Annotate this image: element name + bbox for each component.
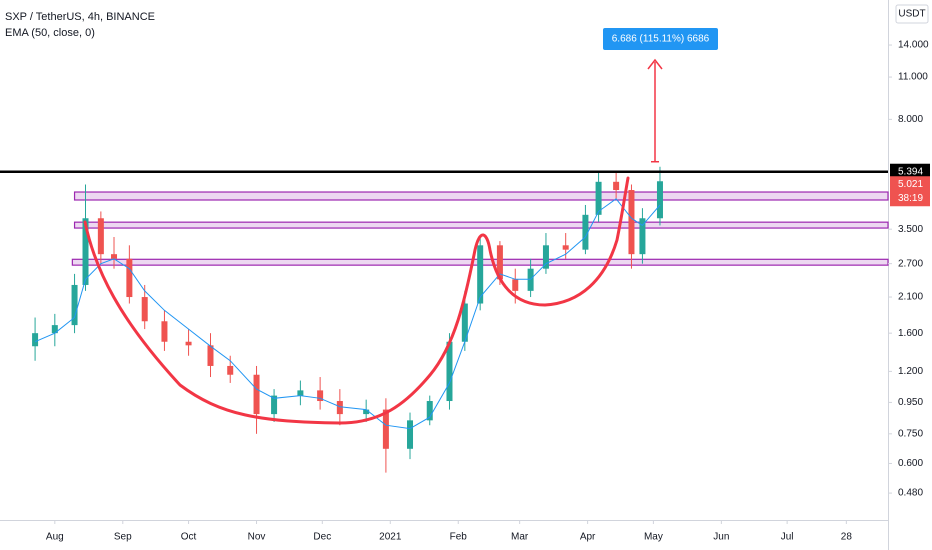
candle-body bbox=[317, 390, 324, 402]
target-arrow-head bbox=[647, 58, 663, 70]
x-tick-label: Jul bbox=[781, 532, 794, 543]
candle-body bbox=[141, 297, 148, 322]
candle-body bbox=[71, 284, 78, 326]
candle-body bbox=[407, 420, 414, 449]
y-tick-label: 0.600 bbox=[898, 458, 923, 469]
x-tick-label: Oct bbox=[181, 532, 197, 543]
target-label-box bbox=[603, 28, 718, 50]
target-label: 6.686 (115.11%) 6686 bbox=[612, 34, 710, 45]
axis-unit: USDT bbox=[898, 9, 925, 20]
y-tick-label: 0.480 bbox=[898, 488, 923, 499]
ema-line bbox=[34, 198, 661, 430]
indicator-legend: EMA (50, close, 0) bbox=[5, 27, 95, 39]
candles bbox=[32, 166, 663, 473]
candle-body bbox=[363, 409, 370, 415]
x-tick-label: May bbox=[644, 532, 663, 543]
overlay: 6.686 (115.11%) 6686 5.394 5.021 38:19 bbox=[0, 28, 930, 207]
candle-body bbox=[496, 245, 503, 280]
candle-body bbox=[336, 401, 343, 415]
x-tick-label: Mar bbox=[511, 532, 529, 543]
candle-body bbox=[461, 303, 468, 342]
x-tick-label: Sep bbox=[114, 532, 132, 543]
candle-body bbox=[426, 401, 433, 421]
candle-body bbox=[628, 190, 635, 255]
resistance-tag-label: 5.394 bbox=[898, 166, 923, 177]
x-tick-label: Apr bbox=[580, 532, 596, 543]
candle-body bbox=[562, 245, 569, 250]
candle-body bbox=[97, 218, 104, 255]
candle-body bbox=[542, 245, 549, 269]
unit-badge[interactable] bbox=[895, 4, 929, 24]
candle-body bbox=[32, 333, 39, 347]
support-zone bbox=[73, 191, 889, 201]
chart-title: SXP / TetherUS, 4h, BINANCE bbox=[5, 11, 155, 23]
x-tick-label: Jun bbox=[713, 532, 729, 543]
y-tick-label: 14.000 bbox=[898, 40, 929, 51]
candle-body bbox=[613, 181, 620, 191]
candle-body bbox=[446, 341, 453, 402]
candle-body bbox=[582, 214, 589, 250]
candle-body bbox=[227, 365, 234, 375]
candle-body bbox=[185, 341, 192, 346]
candle-body bbox=[477, 245, 484, 304]
y-tick-label: 8.000 bbox=[898, 114, 923, 125]
y-tick-label: 2.100 bbox=[898, 292, 923, 303]
y-tick-label: 1.200 bbox=[898, 366, 923, 377]
resistance-tag bbox=[890, 163, 930, 180]
candle-body bbox=[82, 218, 89, 285]
support-zone bbox=[73, 221, 889, 229]
y-tick-label: 2.700 bbox=[898, 258, 923, 269]
candle-body bbox=[126, 258, 133, 298]
candle-body bbox=[207, 345, 214, 366]
x-tick-label: Feb bbox=[450, 532, 468, 543]
candle-body bbox=[297, 390, 304, 396]
y-tick-label: 0.750 bbox=[898, 428, 923, 439]
y-tick-label: 3.500 bbox=[898, 224, 923, 235]
candle-body bbox=[656, 181, 663, 219]
candle-body bbox=[51, 325, 58, 334]
countdown-label: 38:19 bbox=[898, 193, 923, 204]
x-tick-label: 2021 bbox=[379, 532, 402, 543]
candle-body bbox=[161, 321, 168, 342]
x-tick-label: 28 bbox=[841, 532, 853, 543]
candle-body bbox=[595, 181, 602, 215]
candle-body bbox=[512, 279, 519, 291]
candle-body bbox=[382, 409, 389, 449]
cup-handle-drawing bbox=[83, 176, 630, 425]
last-price-label: 5.021 bbox=[898, 179, 923, 190]
x-tick-label: Nov bbox=[248, 532, 266, 543]
x-tick-label: Dec bbox=[313, 532, 331, 543]
candle-body bbox=[639, 218, 646, 255]
y-tick-label: 0.950 bbox=[898, 397, 923, 408]
candle-body bbox=[271, 395, 278, 415]
candle-body bbox=[253, 374, 260, 415]
candle-body bbox=[111, 254, 118, 259]
last-price-tag bbox=[890, 176, 930, 207]
x-tick-label: Aug bbox=[46, 532, 64, 543]
y-tick-label: 11.000 bbox=[898, 72, 928, 83]
y-tick-label: 1.600 bbox=[898, 328, 923, 339]
